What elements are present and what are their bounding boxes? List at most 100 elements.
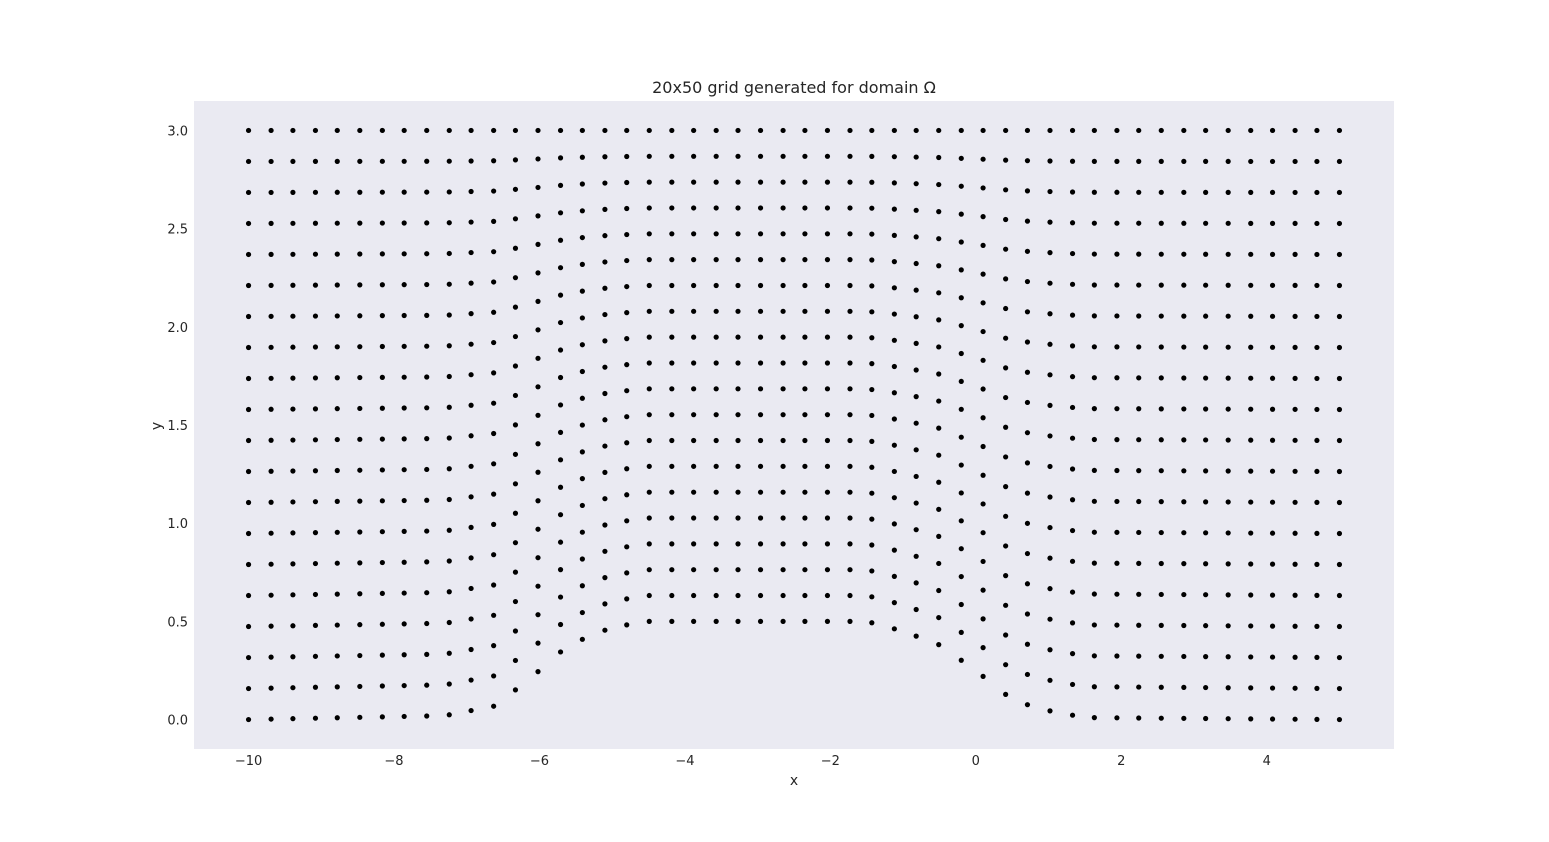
grid-point [268,592,274,598]
grid-point [646,618,652,624]
grid-point [268,127,274,134]
grid-point [1091,189,1097,195]
y-tick-label: 3.0 [167,124,188,139]
grid-point [602,127,608,134]
grid-point [1136,344,1142,350]
grid-point [1003,543,1009,549]
grid-point [1248,437,1254,443]
grid-point [424,343,430,349]
grid-point [535,384,541,390]
grid-point [713,412,719,418]
grid-point [245,623,252,630]
grid-point [669,360,675,366]
grid-point [535,213,541,219]
grid-point [980,501,986,507]
grid-point [802,618,808,624]
grid-point [268,437,274,443]
grid-point [1269,251,1276,257]
grid-point [691,282,697,289]
grid-point [1003,573,1009,579]
grid-point [891,180,897,186]
grid-point [424,374,430,380]
grid-point [1003,365,1009,371]
grid-point [913,420,919,426]
grid-point [1269,127,1276,134]
grid-point [824,567,831,573]
grid-point [1292,406,1298,412]
grid-point [290,344,296,350]
grid-point [980,242,986,248]
grid-point [958,183,964,189]
grid-point [1024,641,1031,647]
grid-point [602,338,608,344]
grid-point [735,437,741,444]
grid-point [491,552,497,558]
grid-point [958,378,964,385]
grid-point [802,386,808,392]
grid-point [379,714,385,720]
grid-point [713,127,719,134]
grid-point [1225,220,1231,226]
grid-point [1136,529,1142,536]
grid-point [624,205,630,212]
x-tick-label: −6 [530,754,549,769]
grid-point [735,127,741,134]
grid-point [579,476,585,482]
grid-point [1314,685,1320,691]
grid-point [1158,560,1164,567]
grid-point [357,622,363,628]
grid-point [958,629,964,635]
grid-point [268,313,274,319]
grid-point [802,153,808,159]
grid-point [424,713,430,719]
grid-point [913,367,919,373]
grid-point [847,127,853,134]
grid-point [312,499,319,505]
grid-point [245,716,252,723]
grid-point [512,628,519,634]
grid-point [691,153,697,159]
grid-point [824,592,831,599]
grid-point [757,412,764,418]
grid-point [869,568,875,574]
grid-point [624,544,630,550]
grid-point [1248,189,1254,195]
grid-point [446,466,452,472]
grid-point [980,673,986,679]
grid-point [268,623,274,629]
grid-point [1269,716,1276,722]
grid-point [357,467,363,473]
grid-point [535,412,541,418]
grid-point [669,489,675,495]
grid-point [468,127,474,134]
grid-point [1024,702,1031,708]
grid-point [312,220,319,226]
grid-point [290,437,296,443]
grid-point [624,153,630,160]
grid-point [1269,592,1276,598]
grid-point [691,127,697,134]
grid-point [512,451,519,457]
grid-point [1091,127,1097,134]
grid-point [468,677,474,683]
x-tick-label: −8 [384,754,403,769]
grid-point [446,343,452,349]
grid-point [1047,463,1053,470]
grid-point [602,496,608,502]
grid-point [624,310,630,316]
grid-point [1314,313,1320,320]
grid-point [557,237,564,243]
grid-point [936,263,942,269]
grid-point [757,437,764,444]
grid-point [847,205,853,211]
grid-point [669,386,675,392]
x-tick-label: −10 [235,754,262,769]
grid-point [1069,343,1076,349]
grid-point [557,457,564,463]
grid-point [1248,716,1254,722]
grid-point [891,626,897,632]
grid-point [780,205,786,211]
grid-point [780,231,786,237]
grid-point [913,394,919,400]
grid-point [847,618,853,624]
